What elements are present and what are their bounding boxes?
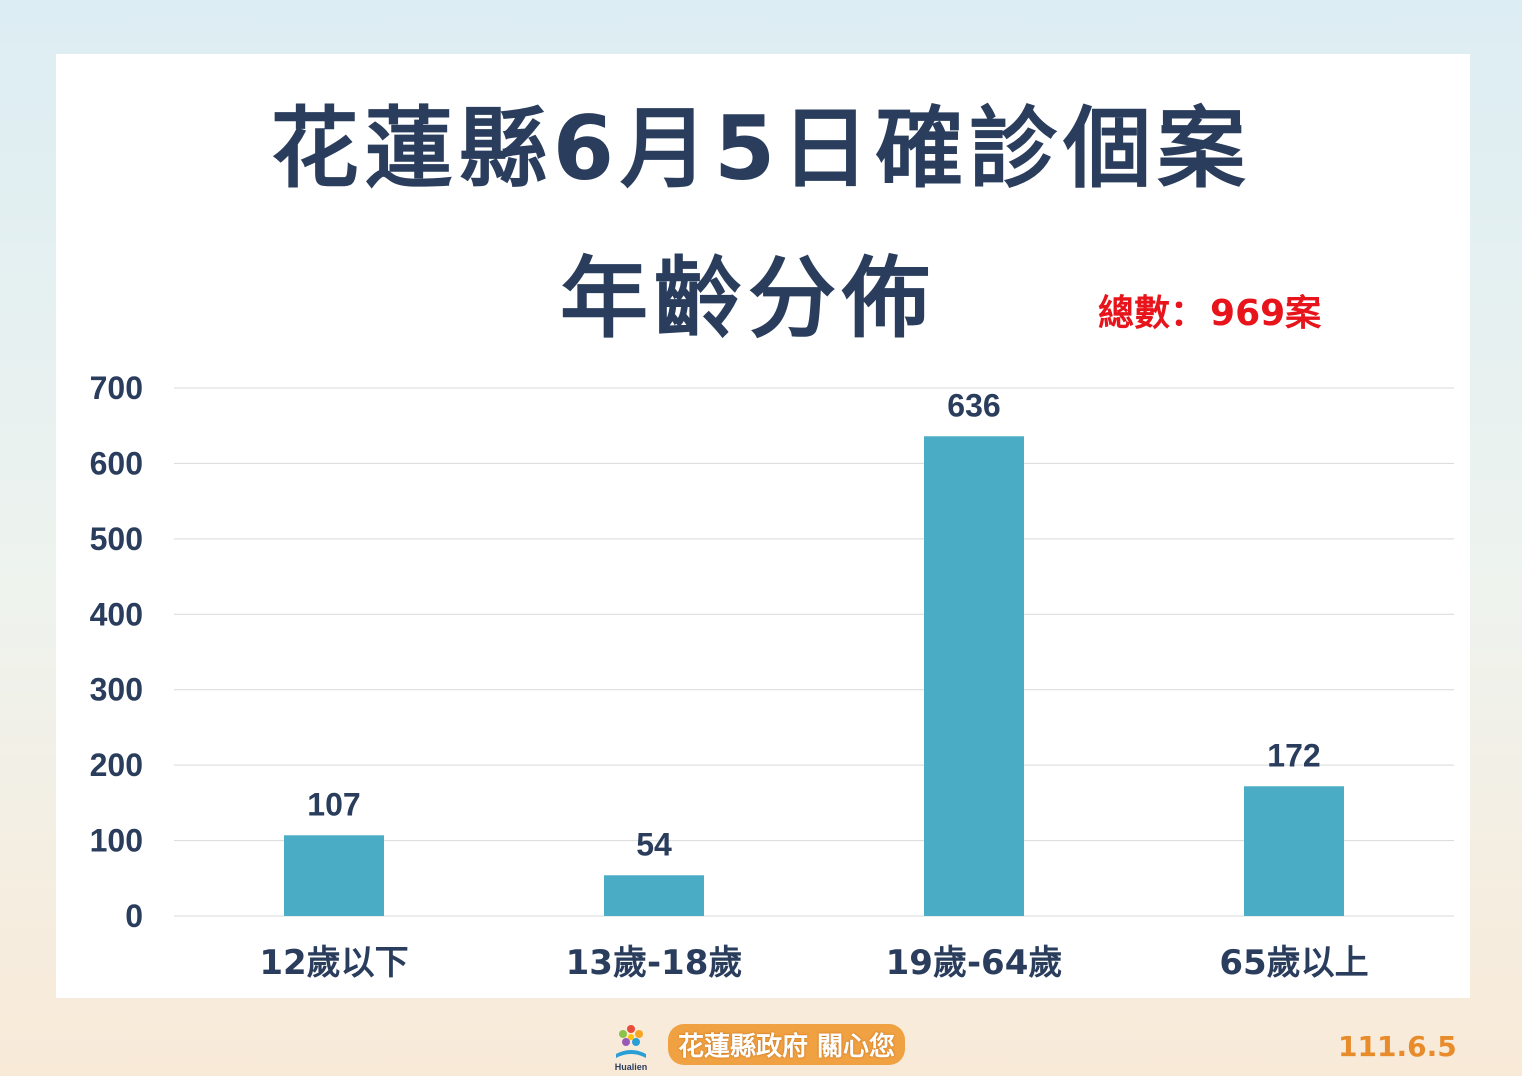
y-axis-ticks: 0 100 200 300 400 500 600 700 (90, 370, 143, 934)
x-tick-label: 12歲以下 (259, 943, 408, 983)
total-count: 總數： 969案 (1098, 284, 1321, 336)
y-tick-label: 600 (90, 445, 143, 481)
gridlines (174, 387, 1454, 917)
data-label: 172 (1267, 737, 1320, 773)
y-tick-label: 400 (90, 596, 143, 632)
chart-title-line1: 花蓮縣6月5日確診個案 (270, 97, 1252, 200)
bar (1244, 786, 1344, 916)
total-value: 969案 (1210, 293, 1322, 334)
bar (284, 835, 384, 916)
y-tick-label: 0 (125, 898, 143, 934)
data-label: 107 (307, 786, 360, 822)
y-tick-label: 500 (90, 521, 143, 557)
data-labels: 107 54 636 172 (307, 387, 1320, 862)
y-tick-label: 100 (90, 823, 143, 859)
x-tick-label: 19歲-64歲 (886, 943, 1063, 983)
chart-title-line2: 年齡分佈 (560, 247, 937, 350)
bar-chart: 0 100 200 300 400 500 600 700 107 54 636 172 12歲以下… (90, 370, 1454, 983)
footer-date: 111.6.5 (1338, 1030, 1457, 1063)
bar (604, 875, 704, 916)
y-tick-label: 200 (90, 747, 143, 783)
x-tick-label: 13歲-18歲 (566, 943, 743, 983)
bar (924, 436, 1024, 916)
x-axis-ticks: 12歲以下 13歲-18歲 19歲-64歲 65歲以上 (259, 943, 1368, 983)
total-label: 總數： (1098, 293, 1207, 334)
y-tick-label: 700 (90, 370, 143, 406)
y-tick-label: 300 (90, 672, 143, 708)
hualien-logo-icon: Hualien (615, 1025, 648, 1072)
logo-caption: Hualien (615, 1062, 648, 1072)
footer-slogan: 花蓮縣政府 關心您 (668, 1024, 906, 1065)
data-label: 636 (947, 387, 1000, 423)
data-label: 54 (636, 826, 672, 862)
x-tick-label: 65歲以上 (1219, 943, 1368, 983)
bars (284, 436, 1344, 916)
